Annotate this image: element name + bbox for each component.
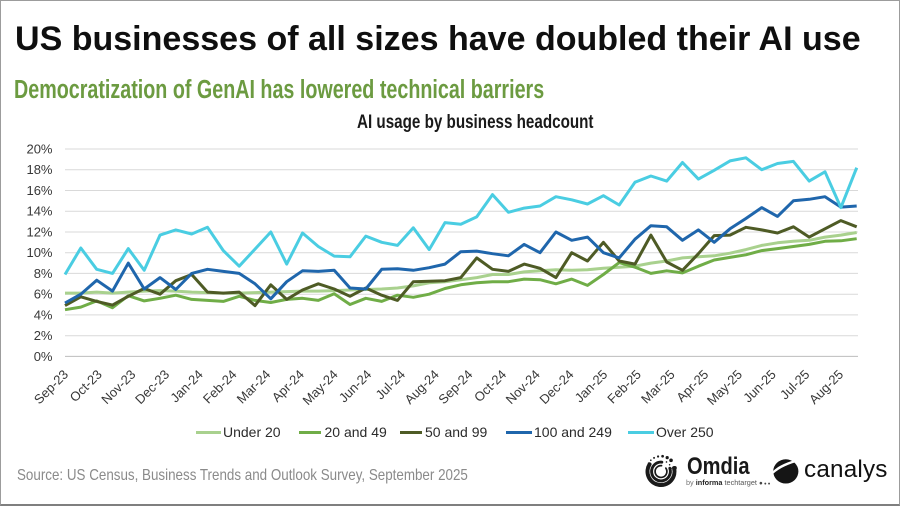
svg-text:May-24: May-24 <box>299 367 340 408</box>
svg-text:Jun-25: Jun-25 <box>740 367 779 406</box>
svg-text:Sep-24: Sep-24 <box>435 367 475 407</box>
svg-text:Feb-25: Feb-25 <box>604 367 644 407</box>
svg-text:0%: 0% <box>34 349 53 364</box>
svg-text:Dec-23: Dec-23 <box>132 367 172 407</box>
svg-text:Jun-24: Jun-24 <box>336 367 375 406</box>
svg-text:4%: 4% <box>34 307 53 322</box>
svg-text:8%: 8% <box>34 266 53 281</box>
svg-text:14%: 14% <box>26 204 52 219</box>
svg-text:Mar-24: Mar-24 <box>234 367 274 407</box>
svg-text:18%: 18% <box>26 162 52 177</box>
svg-text:6%: 6% <box>34 287 53 302</box>
svg-text:Nov-23: Nov-23 <box>98 367 138 407</box>
svg-text:May-25: May-25 <box>704 367 745 408</box>
svg-text:Dec-24: Dec-24 <box>536 367 576 407</box>
svg-text:2%: 2% <box>34 328 53 343</box>
svg-text:Mar-25: Mar-25 <box>638 367 678 407</box>
svg-text:Oct-23: Oct-23 <box>67 367 105 405</box>
svg-text:Aug-24: Aug-24 <box>402 367 442 407</box>
svg-text:10%: 10% <box>26 245 52 260</box>
svg-text:Sep-23: Sep-23 <box>31 367 71 407</box>
svg-text:12%: 12% <box>26 225 52 240</box>
svg-text:20%: 20% <box>26 142 52 157</box>
svg-text:Jan-25: Jan-25 <box>572 367 611 406</box>
svg-text:16%: 16% <box>26 183 52 198</box>
svg-text:Aug-25: Aug-25 <box>806 367 846 407</box>
svg-text:Oct-24: Oct-24 <box>471 367 509 405</box>
svg-text:Jan-24: Jan-24 <box>167 367 206 406</box>
svg-text:Feb-24: Feb-24 <box>200 367 240 407</box>
svg-text:Nov-24: Nov-24 <box>503 367 543 407</box>
